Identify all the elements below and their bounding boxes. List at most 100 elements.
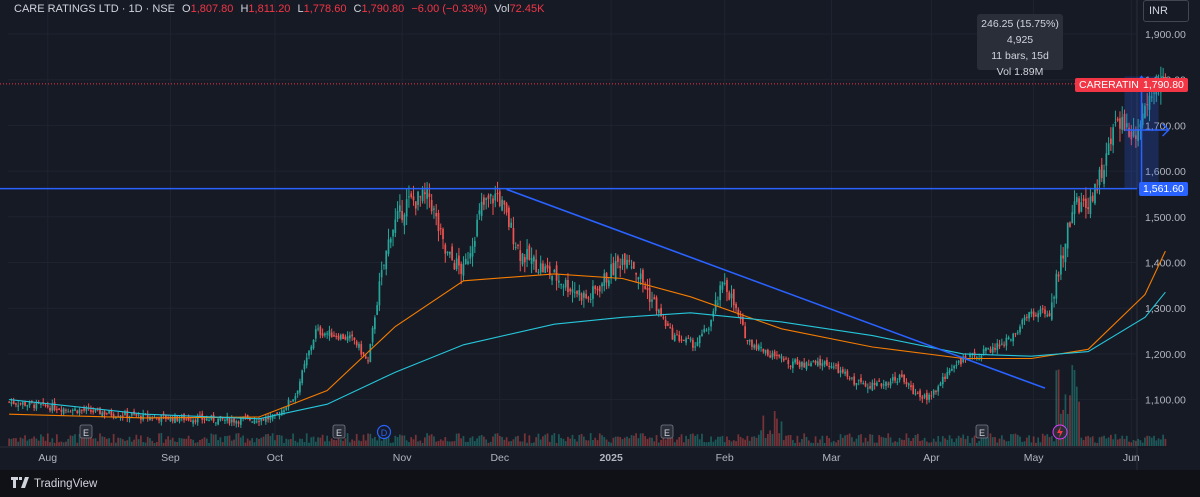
candle-body [76,410,79,413]
candle-body [612,263,615,276]
candle [426,181,428,210]
volume-bar [462,436,465,446]
candle [380,261,383,286]
candle-body [51,403,54,411]
candle-body [480,201,483,216]
volume-bar [703,442,706,446]
volume-bar [137,439,140,446]
candle-body [1091,195,1094,202]
candle-body [15,403,17,405]
volume-bar [446,441,449,446]
volume-bar [635,433,637,446]
candle-body [1141,113,1144,126]
candle-body [866,387,869,389]
candle-body [662,317,665,319]
candle [217,418,219,426]
candle [805,361,808,371]
candle [260,418,263,426]
candle-body [321,333,324,336]
candle [869,381,871,390]
candle [530,247,533,274]
low-label: L [297,3,304,15]
volume-bar [444,437,447,446]
tradingview-logo[interactable]: TradingView [11,476,97,491]
candle [1012,332,1015,347]
volume-bar [862,442,865,446]
candle-body [439,228,442,230]
candle-body [985,347,987,351]
volume-bar [287,439,290,446]
candle-body [299,381,301,393]
candle-body [344,336,347,340]
candle [919,388,921,401]
volume-bar [430,434,433,446]
volume-bar [903,440,906,446]
volume-bar [753,436,756,446]
candle-body [419,196,422,198]
volume-bar [398,434,401,446]
candle [349,331,351,342]
candle [76,409,79,415]
volume-bar [1121,435,1124,446]
candle-body [1044,309,1046,315]
symbol-name[interactable]: CARE RATINGS LTD · 1D · NSE [14,3,175,15]
volume-bar [726,436,728,446]
candle [1019,324,1021,335]
candle-body [392,229,394,237]
candle [789,365,792,370]
volume-bar [312,436,315,446]
volume-bar [303,442,306,446]
candle-body [17,405,20,407]
candle [762,348,765,354]
candle-body [1125,123,1128,128]
candle [664,315,667,329]
volume-bar [296,442,299,446]
volume-bar [982,433,985,446]
candle-body [423,192,426,195]
candle-body [789,365,792,367]
volume-bar [948,435,951,446]
candle [685,336,687,346]
volume-bar [1048,437,1051,446]
candle [987,347,990,351]
volume-bar [694,435,697,446]
candle [467,251,469,266]
volume-bar [1137,438,1139,446]
candle-body [312,339,315,349]
candle [794,358,796,365]
volume-bar [410,437,413,446]
candle-body [907,383,910,386]
volume-bar [1039,442,1042,446]
candle-body [296,390,299,394]
candle [935,389,937,395]
volume-bar [326,435,329,446]
candle [903,374,906,385]
candle [235,419,238,428]
candle [119,414,122,421]
candle-body [617,256,619,262]
currency-button[interactable]: INR [1143,0,1189,22]
candle [112,412,115,420]
candles [8,66,1167,428]
candle-body [851,377,853,379]
candle-body [862,383,865,385]
candle [648,278,651,311]
candle-body [444,244,447,254]
volume-bar [169,439,172,446]
candle-body [821,363,824,367]
candle [766,348,769,357]
candle-body [816,361,819,366]
candle [510,218,513,228]
candle [262,418,265,421]
volume-bar [115,442,117,446]
candle-body [1087,207,1090,210]
candle-body [19,403,22,405]
candle-body [526,249,528,260]
candle-body [501,199,503,211]
volume-bar [1087,435,1090,446]
candle-body [521,253,524,265]
volume-bar [133,439,135,446]
volume-bar [417,441,419,446]
candle-body [251,421,254,423]
